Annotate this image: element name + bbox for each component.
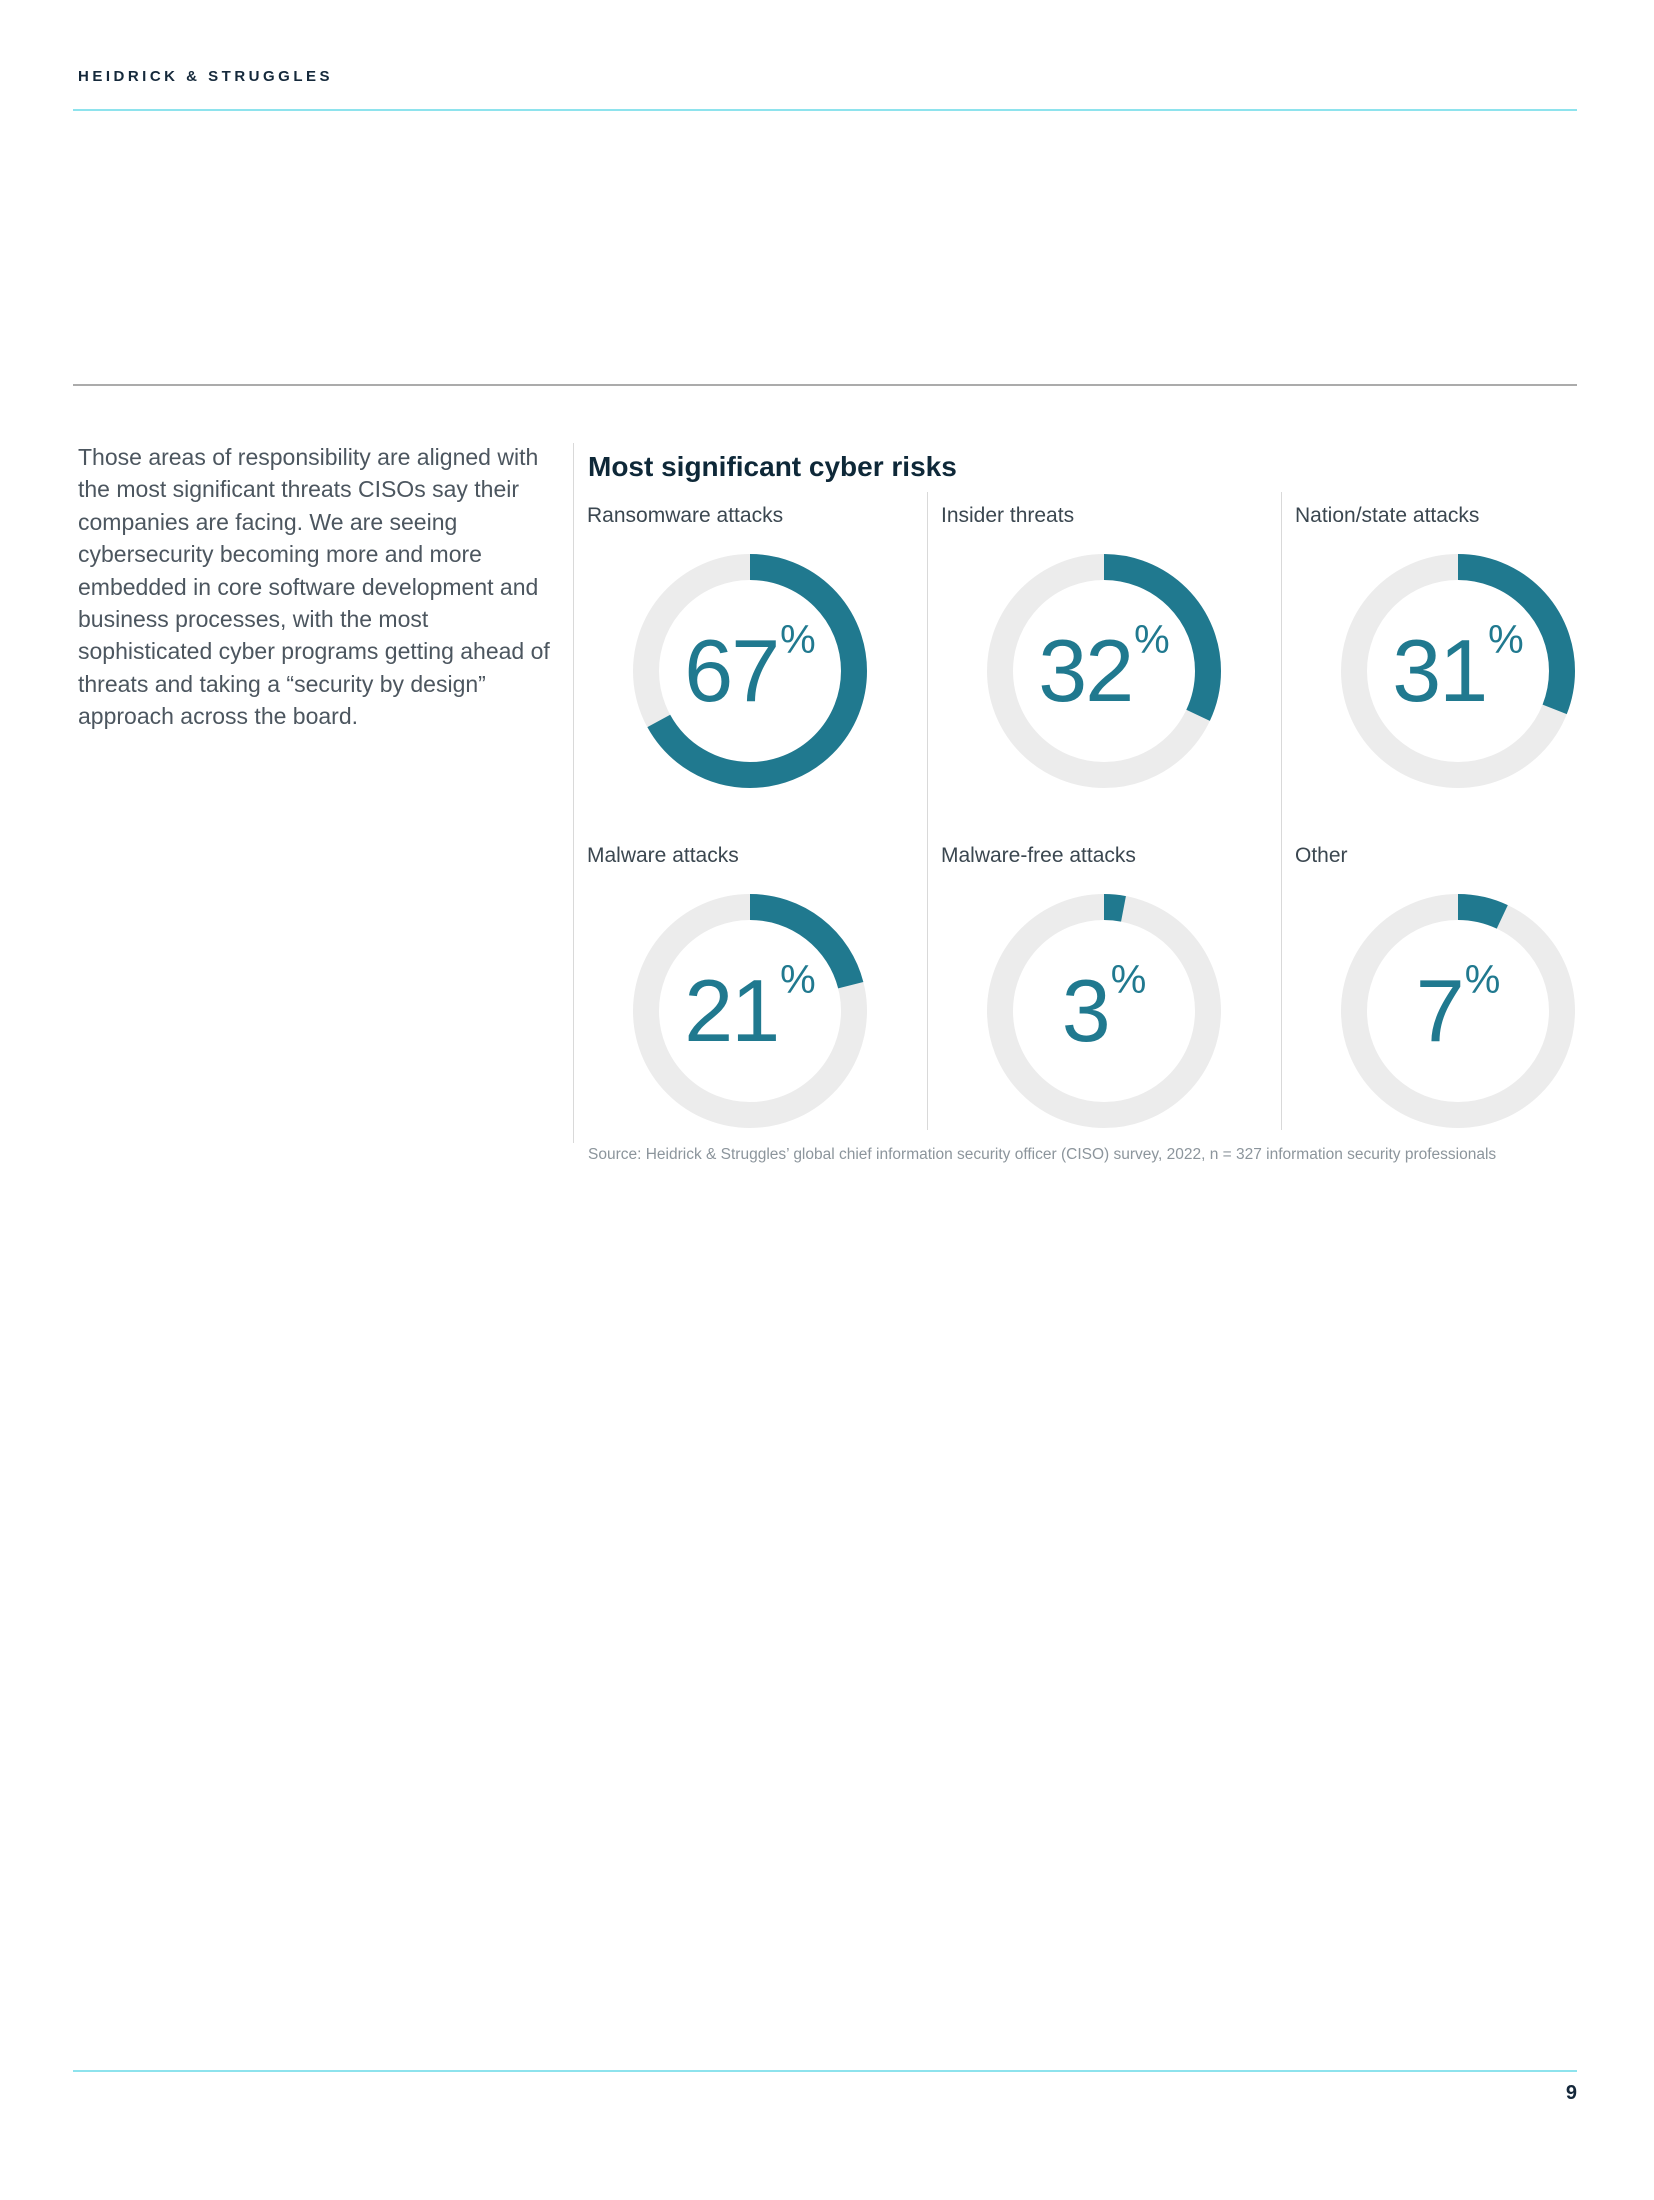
column-divider-1 [927, 492, 928, 1130]
donut-arc [1341, 554, 1575, 788]
donut-cell: Malware attacks 21 % [573, 832, 927, 1132]
donut-cell: Other 7 % [1281, 832, 1635, 1132]
donut-chart: 7 % [1338, 891, 1578, 1131]
donut-svg [1341, 894, 1575, 1128]
section-rule [73, 384, 1577, 386]
donut-chart: 32 % [984, 551, 1224, 791]
donut-cell: Nation/state attacks 31 % [1281, 492, 1635, 832]
donut-svg [987, 554, 1221, 788]
donut-cell: Ransomware attacks 67 % [573, 492, 927, 832]
donut-label: Ransomware attacks [587, 504, 784, 527]
intro-paragraph: Those areas of responsibility are aligne… [78, 444, 550, 730]
donut-track-ring [987, 894, 1221, 1128]
donut-svg [633, 894, 867, 1128]
donut-label: Insider threats [941, 504, 1075, 527]
donut-arc [633, 894, 867, 1128]
donut-arc [1341, 894, 1575, 1128]
donut-svg [1341, 554, 1575, 788]
donut-svg [633, 554, 867, 788]
donut-cell: Malware-free attacks 3 % [927, 832, 1281, 1132]
donut-label: Malware attacks [587, 844, 739, 867]
column-divider-2 [1281, 492, 1282, 1130]
donut-chart: 31 % [1338, 551, 1578, 791]
donut-label: Other [1295, 844, 1348, 867]
donut-cell: Insider threats 32 % [927, 492, 1281, 832]
donut-arc [987, 554, 1221, 788]
donut-label: Malware-free attacks [941, 844, 1136, 867]
donut-chart: 67 % [630, 551, 870, 791]
donut-chart: 21 % [630, 891, 870, 1131]
footer-rule [73, 2070, 1577, 2072]
donut-svg [987, 894, 1221, 1128]
donut-grid: Ransomware attacks 67 % Insider threats … [573, 492, 1635, 1132]
donut-track-ring [1341, 894, 1575, 1128]
donut-chart: 3 % [984, 891, 1224, 1131]
header-rule [73, 109, 1577, 111]
donut-arc [987, 894, 1221, 1128]
donut-label: Nation/state attacks [1295, 504, 1480, 527]
figure-source-note: Source: Heidrick & Struggles’ global chi… [588, 1146, 1497, 1163]
figure-left-divider [573, 443, 574, 1143]
page-number: 9 [1565, 2082, 1577, 2104]
donut-arc [633, 554, 867, 788]
brand-wordmark: HEIDRICK & STRUGGLES [78, 68, 334, 85]
figure-title: Most significant cyber risks [588, 451, 957, 482]
